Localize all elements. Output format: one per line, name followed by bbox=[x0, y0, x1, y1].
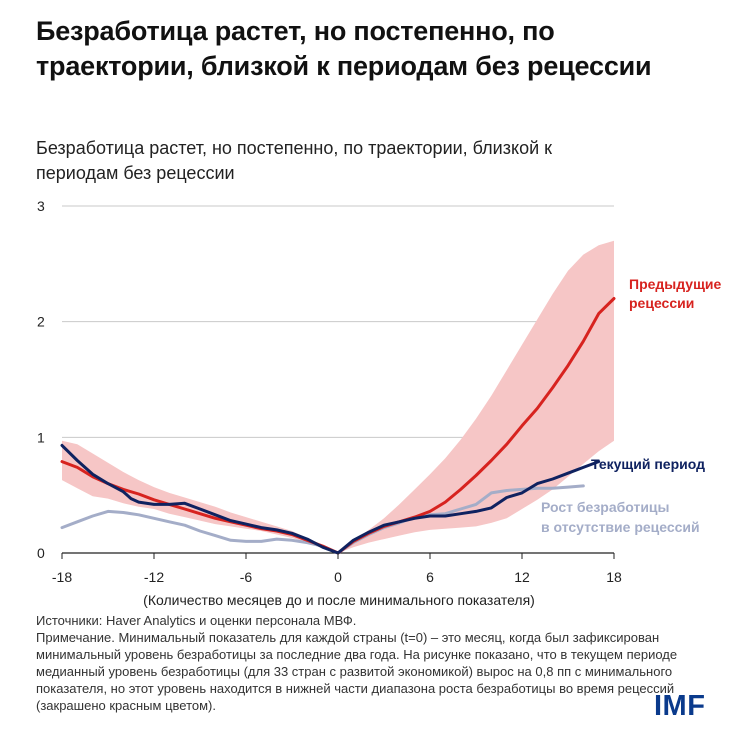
series-label-previous-recessions-2: рецессии bbox=[629, 295, 694, 311]
x-tick-label: 12 bbox=[514, 569, 530, 585]
y-tick-label: 0 bbox=[37, 545, 45, 561]
x-tick-label: -18 bbox=[52, 569, 72, 585]
series-label-previous-recessions-1: Предыдущие bbox=[629, 276, 722, 292]
x-axis-label: (Количество месяцев до и после минимальн… bbox=[143, 592, 535, 608]
y-tick-label: 2 bbox=[37, 314, 45, 330]
headline: Безработица растет, но постепенно, по тр… bbox=[36, 16, 652, 81]
series-label-current-period: Текущий период bbox=[591, 456, 705, 472]
x-tick-label: -6 bbox=[240, 569, 253, 585]
x-tick-label: 18 bbox=[606, 569, 622, 585]
x-tick-label: 0 bbox=[334, 569, 342, 585]
chart-notes: Источники: Haver Analytics и оценки перс… bbox=[36, 612, 726, 714]
y-tick-label: 3 bbox=[37, 198, 45, 214]
x-tick-label: -12 bbox=[144, 569, 164, 585]
recession-range-band bbox=[62, 240, 614, 553]
series-label-no-recession-1: Рост безработицы bbox=[541, 499, 670, 515]
series-label-no-recession-2: в отсутствие рецессий bbox=[541, 519, 700, 535]
sources-text: Источники: Haver Analytics и оценки перс… bbox=[36, 613, 357, 628]
series-line-current-period bbox=[60, 443, 601, 555]
imf-logo: IMF bbox=[654, 690, 706, 722]
y-tick-label: 1 bbox=[37, 429, 45, 445]
chart-title: Безработица растет, но постепенно, по тр… bbox=[36, 138, 553, 183]
x-tick-label: 6 bbox=[426, 569, 434, 585]
note-text: Примечание. Минимальный показатель для к… bbox=[36, 630, 678, 713]
